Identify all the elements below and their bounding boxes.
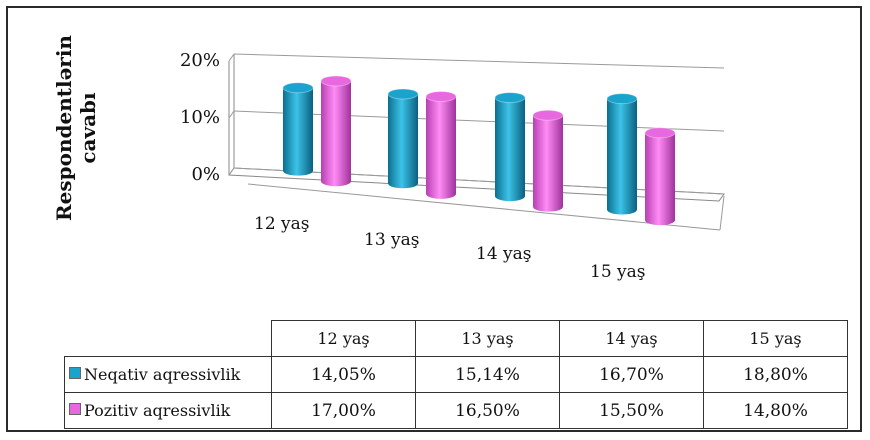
data-label: 15,14%: [415, 356, 560, 393]
data-label: 14,80%: [703, 392, 848, 429]
bar-top: [320, 75, 352, 87]
bar-top: [532, 109, 564, 121]
bar-base: [283, 165, 313, 176]
table-header-row: 12 yaş 13 yaş 14 yaş 15 yaş: [65, 320, 848, 357]
gridline: [233, 167, 725, 195]
table-column-header: 12 yaş: [271, 320, 416, 357]
bar-base: [321, 176, 351, 187]
bar: [282, 82, 314, 176]
data-label: 16,50%: [415, 392, 560, 429]
bar-top: [644, 127, 676, 139]
bar-base: [388, 178, 418, 189]
bar-base: [533, 201, 563, 212]
floor-front-edge: [247, 183, 721, 231]
x-tick-labels: 12 yaş 13 yaş 14 yaş 15 yaş: [254, 214, 646, 282]
table-row: Neqativ aqressivlik 14,05% 15,14% 16,70% 18,…: [64, 356, 848, 393]
bar-body: [388, 93, 418, 184]
chart-frame: Respondentlərin cavabı 0% 10% 20% 12 yaş 13…: [6, 6, 862, 432]
x-tick-label: 15 yaş: [590, 262, 646, 282]
table-body: Neqativ aqressivlik 14,05% 15,14% 16,70% 18,…: [64, 356, 848, 429]
gridlines: [228, 53, 725, 195]
table-column-header: 14 yaş: [559, 320, 704, 357]
table-column-header: 13 yaş: [415, 320, 560, 357]
bar-body: [645, 132, 675, 221]
gridline-side: [228, 167, 235, 176]
bar-body: [495, 97, 525, 197]
y-tick-label: 10%: [180, 107, 220, 128]
table-column-header: 15 yaş: [703, 320, 848, 357]
legend-entry: Neqativ aqressivlik: [64, 356, 272, 393]
y-tick-label: 0%: [191, 164, 220, 185]
bar-body: [607, 98, 637, 210]
x-tick-label: 14 yaş: [476, 244, 532, 264]
data-table: 12 yaş 13 yaş 14 yaş 15 yaş Neqativ aqressi…: [64, 320, 848, 429]
bars: [282, 75, 676, 226]
chart-plot: 0% 10% 20% 12 yaş 13 yaş 14 yaş 15 yaş: [180, 50, 725, 282]
bar-body: [321, 80, 351, 182]
gridline: [233, 110, 725, 132]
gridline: [233, 53, 725, 69]
x-tick-label: 12 yaş: [254, 214, 310, 234]
y-tick-label: 20%: [180, 50, 220, 71]
bar-base: [495, 191, 525, 202]
data-label: 17,00%: [271, 392, 416, 429]
bar-top: [606, 93, 638, 105]
legend-swatch: [69, 403, 81, 415]
gridline-side: [228, 53, 235, 62]
bar-body: [426, 96, 456, 194]
bar: [644, 127, 676, 226]
bar: [606, 93, 638, 215]
bar-top: [425, 90, 457, 102]
bar-base: [426, 188, 456, 199]
bar-top: [387, 88, 419, 100]
bar-body: [283, 87, 313, 171]
bar-body: [533, 115, 563, 207]
bar: [387, 88, 419, 189]
bar-top: [494, 92, 526, 104]
data-label: 15,50%: [559, 392, 704, 429]
table-row: Pozitiv aqressivlik 17,00% 16,50% 15,50% 14,…: [64, 392, 848, 429]
data-label: 14,05%: [271, 356, 416, 393]
y-tick-labels: 0% 10% 20%: [180, 50, 220, 185]
bar-base: [607, 204, 637, 215]
floor-side-edge: [719, 195, 725, 231]
data-label: 18,80%: [703, 356, 848, 393]
x-tick-label: 13 yaş: [364, 230, 420, 250]
bar-base: [645, 215, 675, 226]
legend-label: Pozitiv aqressivlik: [84, 401, 231, 420]
legend-entry: Pozitiv aqressivlik: [64, 392, 272, 429]
bar: [320, 75, 352, 187]
bar-top: [282, 82, 314, 94]
bar: [425, 90, 457, 199]
gridline-side: [228, 110, 235, 119]
legend-swatch: [69, 367, 81, 379]
bar: [494, 92, 526, 202]
legend-label: Neqativ aqressivlik: [84, 365, 241, 384]
bar: [532, 109, 564, 212]
table-corner: [65, 321, 272, 357]
data-label: 16,70%: [559, 356, 704, 393]
